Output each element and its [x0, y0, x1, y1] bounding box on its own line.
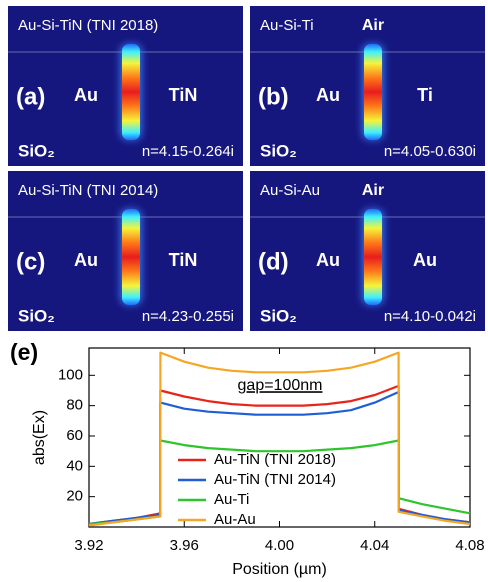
right-material: Ti [417, 85, 433, 105]
top-medium: Air [362, 182, 384, 199]
refractive-index: n=4.23-0.255i [142, 308, 234, 325]
panel-label: (b) [258, 83, 289, 110]
substrate: SiO₂ [260, 141, 297, 160]
refractive-index: n=4.10-0.042i [384, 308, 476, 325]
panel-title: Au-Si-Au [260, 182, 320, 199]
plot-frame [89, 348, 470, 527]
refractive-index: n=4.05-0.630i [384, 143, 476, 160]
field-panel: Au-Si-Ti Air (b) Au Ti SiO₂ n=4.05-0.630i [250, 6, 485, 166]
x-tick-label: 3.96 [170, 537, 199, 554]
legend-label: Au-TiN (TNI 2018) [214, 451, 336, 468]
right-material: TiN [169, 85, 198, 105]
left-material: Au [74, 250, 98, 270]
y-tick-label: 40 [66, 457, 83, 474]
field-strip [122, 44, 140, 140]
top-medium: Air [362, 17, 384, 34]
y-tick-label: 100 [58, 366, 83, 383]
left-material: Au [74, 85, 98, 105]
field-panel: Au-Si-TiN (TNI 2014) (c) Au TiN SiO₂ n=4.23-0… [8, 171, 243, 331]
field-strip [364, 44, 382, 140]
x-axis-label: Position (µm) [232, 561, 327, 578]
x-tick-label: 3.92 [74, 537, 103, 554]
substrate: SiO₂ [260, 306, 297, 325]
right-material: Au [413, 250, 437, 270]
chart-label: (e) [10, 339, 38, 365]
legend-label: Au-TiN (TNI 2014) [214, 471, 336, 488]
x-tick-label: 4.00 [265, 537, 294, 554]
field-panel: Au-Si-Au Air (d) Au Au SiO₂ n=4.10-0.042i [250, 171, 485, 331]
left-material: Au [316, 250, 340, 270]
y-tick-label: 60 [66, 427, 83, 444]
x-tick-label: 4.08 [455, 537, 484, 554]
right-material: TiN [169, 250, 198, 270]
field-strip [364, 209, 382, 305]
y-tick-label: 20 [66, 488, 83, 505]
substrate: SiO₂ [18, 141, 55, 160]
annotation: gap=100nm [238, 377, 323, 394]
panel-label: (a) [16, 83, 45, 110]
field-strip [122, 209, 140, 305]
legend-label: Au-Ti [214, 491, 249, 508]
figure: Au-Si-TiN (TNI 2018) (a) Au TiN SiO₂ n=4.15-0… [0, 0, 488, 582]
panel-label: (c) [16, 248, 45, 275]
legend-label: Au-Au [214, 511, 256, 528]
refractive-index: n=4.15-0.264i [142, 143, 234, 160]
y-tick-label: 80 [66, 397, 83, 414]
field-panel: Au-Si-TiN (TNI 2018) (a) Au TiN SiO₂ n=4.15-0… [8, 6, 243, 166]
substrate: SiO₂ [18, 306, 55, 325]
panel-label: (d) [258, 248, 289, 275]
left-material: Au [316, 85, 340, 105]
panel-title: Au-Si-TiN (TNI 2018) [18, 17, 158, 34]
panel-title: Au-Si-Ti [260, 17, 314, 34]
y-axis-label: abs(Ex) [31, 410, 48, 465]
x-tick-label: 4.04 [360, 537, 389, 554]
panel-title: Au-Si-TiN (TNI 2014) [18, 182, 158, 199]
